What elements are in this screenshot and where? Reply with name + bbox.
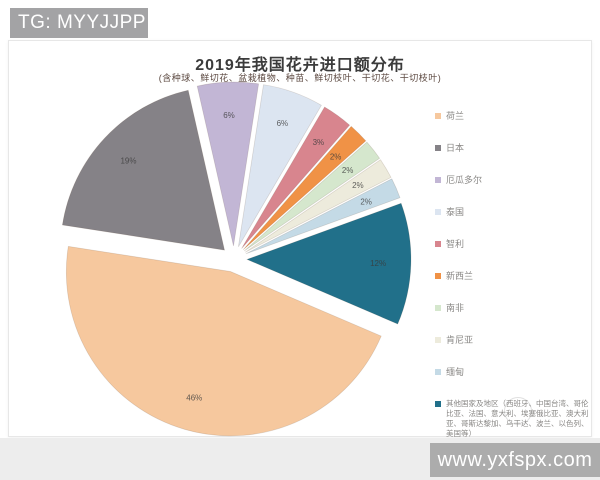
legend-swatch-thailand [435, 209, 441, 215]
pie-slice-label-chile: 3% [313, 138, 325, 147]
legend-item-netherlands: 荷兰 [435, 111, 595, 122]
legend-label-ecuador: 厄瓜多尔 [446, 175, 483, 185]
chart-card: 2019年我国花卉进口额分布 (含种球、鲜切花、盆栽植物、种苗、鲜切枝叶、干切花… [8, 40, 595, 439]
legend-label-japan: 日本 [446, 143, 465, 153]
legend-label-thailand: 泰国 [446, 207, 465, 217]
pie-slice-thailand [238, 84, 322, 247]
legend-item-new-zealand: 新西兰 [435, 271, 595, 282]
pie-slice-label-netherlands: 46% [186, 394, 202, 403]
pie-slice-label-thailand: 6% [277, 119, 289, 128]
legend-item-myanmar: 缅甸 [435, 367, 595, 378]
pie-slice-label-ecuador: 6% [223, 111, 235, 120]
pie-slice-label-myanmar: 2% [360, 197, 372, 206]
legend-swatch-netherlands [435, 113, 441, 119]
site-watermark: www.yxfspx.com [430, 443, 600, 477]
pie-slice-label-others: 12% [370, 259, 386, 268]
legend-item-chile: 智利 [435, 239, 595, 250]
pie-slice-new-zealand [242, 125, 367, 251]
legend-label-south-africa: 南非 [446, 303, 465, 313]
legend-item-ecuador: 厄瓜多尔 [435, 175, 595, 186]
smiley-watermark-icon [504, 397, 532, 425]
legend-item-japan: 日本 [435, 143, 595, 154]
legend-swatch-myanmar [435, 369, 441, 375]
pie-slice-others [246, 202, 412, 325]
site-watermark-text: www.yxfspx.com [437, 449, 593, 471]
legend-swatch-japan [435, 145, 441, 151]
legend-swatch-chile [435, 241, 441, 247]
legend-item-south-africa: 南非 [435, 303, 595, 314]
chart-title: 2019年我国花卉进口额分布 [195, 57, 405, 74]
legend-label-kenya: 肯尼亚 [446, 335, 474, 345]
legend-swatch-south-africa [435, 305, 441, 311]
pie-slice-south-africa [243, 141, 381, 252]
pie-slice-japan [62, 89, 225, 251]
legend-label-myanmar: 缅甸 [446, 367, 465, 377]
legend-swatch-ecuador [435, 177, 441, 183]
legend-item-thailand: 泰国 [435, 207, 595, 218]
legend-swatch-new-zealand [435, 273, 441, 279]
pie-slice-label-japan: 19% [120, 157, 136, 166]
pie-slice-kenya [245, 159, 392, 253]
pie-slice-myanmar [245, 178, 401, 255]
pie-slice-label-new-zealand: 2% [330, 153, 342, 162]
legend-label-chile: 智利 [446, 239, 465, 249]
tg-banner-text: TG: MYYJJPP [18, 12, 146, 33]
chart-subtitle: (含种球、鲜切花、盆栽植物、种苗、鲜切枝叶、干切花、干切枝叶) [158, 73, 442, 83]
legend-item-kenya: 肯尼亚 [435, 335, 595, 346]
tg-banner: TG: MYYJJPP [10, 8, 148, 38]
legend-label-new-zealand: 新西兰 [446, 271, 474, 281]
pie-slice-chile [241, 106, 351, 249]
pie-slice-label-kenya: 2% [352, 181, 364, 190]
pie-chart: 46%19%6%6%3%2%2%2%2%12% [62, 81, 412, 437]
legend-swatch-others [435, 401, 441, 407]
legend-swatch-kenya [435, 337, 441, 343]
pie-slice-label-south-africa: 2% [342, 166, 354, 175]
pie-slice-netherlands [66, 246, 382, 437]
legend-label-netherlands: 荷兰 [446, 111, 465, 121]
pie-slice-ecuador [196, 81, 259, 247]
chart-legend: 荷兰 日本 厄瓜多尔 泰国 智利 新西兰 南非 肯尼亚 缅甸 其他国家及地区（西班牙、中国台湾、哥… [435, 111, 595, 439]
